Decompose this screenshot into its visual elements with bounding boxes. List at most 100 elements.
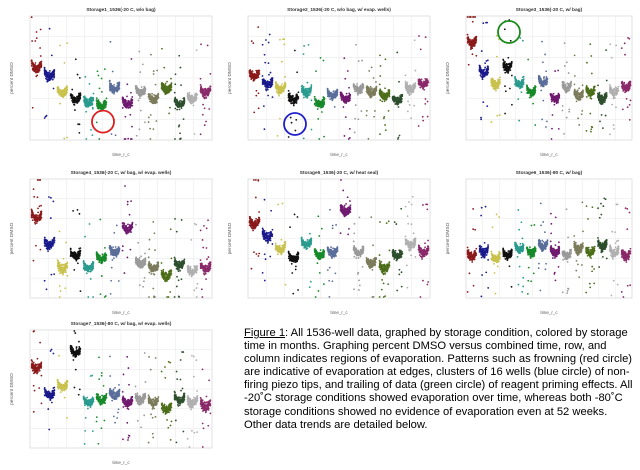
data-point [209, 72, 212, 75]
data-point [296, 95, 299, 98]
data-point [276, 92, 279, 94]
data-point [486, 21, 489, 24]
data-point [182, 118, 185, 121]
data-point [31, 67, 34, 70]
data-point [179, 132, 181, 135]
data-point [520, 91, 523, 94]
data-point [340, 96, 343, 99]
data-point [426, 84, 429, 87]
data-point [66, 42, 69, 44]
data-point [545, 126, 547, 128]
data-point [156, 69, 158, 72]
data-point [367, 87, 370, 90]
data-point [542, 99, 545, 102]
data-point [277, 86, 280, 89]
data-point [168, 112, 171, 115]
data-point [117, 86, 120, 89]
data-point [189, 99, 192, 102]
data-point [422, 83, 425, 85]
x-axis-label: time_r_c [112, 152, 130, 157]
data-point [284, 83, 287, 86]
data-point [257, 72, 260, 74]
data-point [374, 110, 376, 112]
data-point [371, 92, 374, 95]
data-point [419, 48, 422, 51]
data-point [568, 110, 571, 113]
data-point [150, 96, 153, 99]
data-point [38, 66, 40, 69]
data-point [466, 33, 469, 36]
data-points [30, 16, 212, 140]
data-point [551, 98, 554, 101]
data-point [122, 98, 125, 101]
data-point [479, 69, 482, 72]
data-point [83, 100, 85, 103]
data-point [168, 86, 170, 89]
data-point [510, 103, 513, 106]
data-point [131, 125, 133, 128]
data-point [71, 95, 73, 98]
data-point [39, 63, 42, 66]
data-point [151, 102, 154, 105]
data-point [508, 63, 511, 66]
data-point [208, 89, 211, 92]
data-point [177, 125, 180, 128]
data-point [577, 117, 579, 120]
data-point [482, 75, 485, 78]
data-point [367, 90, 369, 93]
data-point [400, 94, 403, 96]
data-point [206, 89, 209, 92]
data-point [379, 75, 382, 77]
data-point [43, 117, 46, 119]
data-point [296, 96, 299, 99]
data-point [35, 70, 38, 73]
data-point [104, 106, 107, 109]
chart-panel-2: Storage2_1536(-20 C, w/o bag, w/ evap. w… [222, 2, 436, 162]
data-point [61, 89, 64, 92]
data-point [498, 114, 501, 116]
data-point [265, 39, 267, 41]
data-point [326, 89, 329, 92]
data-point [149, 114, 152, 116]
data-point [169, 85, 172, 87]
data-point [31, 40, 34, 42]
data-point [143, 121, 146, 124]
data-point [88, 101, 91, 103]
data-point [469, 48, 472, 51]
data-point [541, 80, 544, 83]
data-point [342, 98, 345, 101]
data-point [276, 83, 278, 86]
data-point [61, 95, 64, 97]
data-point [195, 49, 198, 52]
data-point [316, 100, 319, 103]
data-point [486, 105, 489, 108]
data-point [379, 65, 382, 67]
data-point [518, 80, 521, 83]
data-point [471, 20, 474, 23]
data-point [354, 90, 356, 93]
data-point [392, 98, 394, 100]
data-point [397, 101, 400, 104]
data-point [534, 85, 537, 88]
data-point [495, 34, 498, 37]
data-point [127, 99, 130, 102]
data-point [345, 100, 348, 103]
data-point [369, 85, 372, 88]
data-point [274, 81, 277, 84]
data-point [100, 107, 103, 110]
data-point [269, 71, 272, 74]
data-point [297, 91, 300, 94]
data-point [551, 114, 554, 116]
data-point [140, 89, 143, 92]
data-point [482, 22, 485, 25]
data-point [543, 81, 545, 84]
data-point [380, 93, 383, 96]
data-point [250, 78, 253, 81]
data-point [328, 95, 331, 98]
data-point [116, 90, 118, 93]
data-point [302, 93, 305, 96]
data-point [280, 60, 283, 63]
data-point [178, 54, 181, 57]
data-point [507, 56, 510, 59]
data-point [288, 100, 291, 103]
